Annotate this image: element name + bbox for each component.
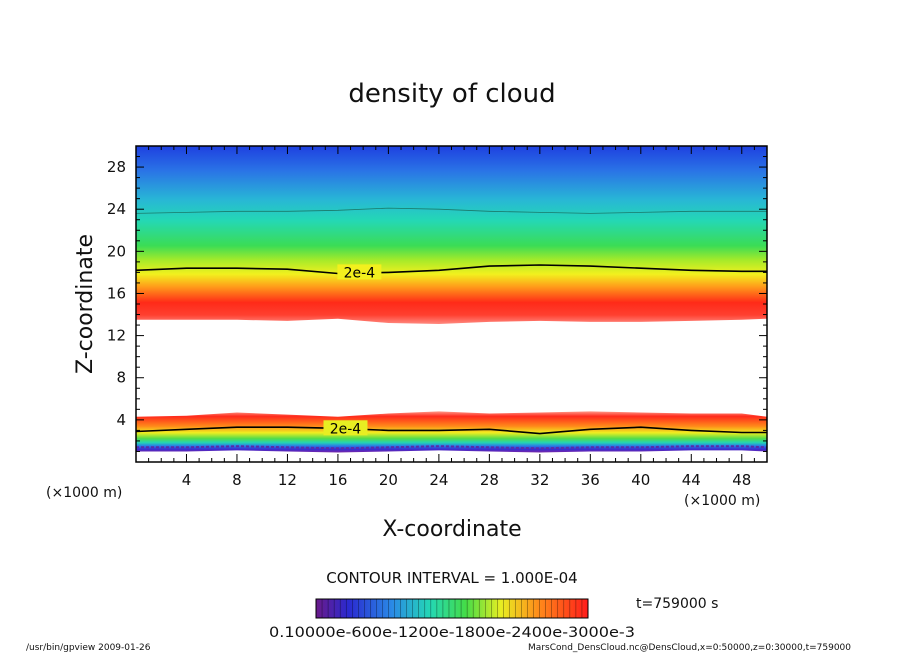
contour-line-lower	[136, 426, 767, 435]
x-tick-label: 24	[429, 471, 448, 489]
y-axis-title: Z-coordinate	[73, 234, 98, 374]
z-unit-label: (×1000 m)	[46, 485, 122, 501]
contour-label-lower: 2e-4	[330, 421, 362, 437]
time-label: t=759000 s	[636, 596, 718, 612]
x-tick-label: 36	[581, 471, 600, 489]
colorbar	[315, 598, 589, 619]
x-tick-label: 48	[732, 471, 751, 489]
colorbar-labels: 0.10000e-600e-1200e-1800e-2400e-3000e-3	[269, 625, 635, 641]
lower-cloud-layer	[136, 411, 767, 453]
x-unit-label: (×1000 m)	[684, 493, 760, 509]
contour-interval-text: CONTOUR INTERVAL = 1.000E-04	[326, 569, 577, 587]
contour-line-upper-top	[136, 207, 767, 214]
y-tick-label: 20	[107, 242, 126, 260]
y-tick-label: 4	[116, 411, 126, 429]
x-tick-label: 32	[530, 471, 549, 489]
x-tick-label: 44	[682, 471, 701, 489]
y-tick-label: 16	[107, 284, 126, 302]
contour-label-upper-bg	[337, 264, 382, 280]
colorbar-fill	[316, 599, 588, 618]
footer-right: MarsCond_DensCloud.nc@DensCloud,x=0:5000…	[528, 643, 851, 653]
contour-label-upper: 2e-4	[344, 265, 376, 281]
footer-left: /usr/bin/gpview 2009-01-26	[26, 643, 151, 653]
y-tick-label: 12	[107, 327, 126, 345]
y-axis: 4 8 12 16 20 24 28	[107, 156, 767, 452]
x-tick-label: 28	[480, 471, 499, 489]
x-axis: 4 8 12 16 20 24 28 32 36 40 44 48	[148, 146, 755, 489]
y-tick-label: 24	[107, 200, 126, 218]
x-axis-title: X-coordinate	[382, 517, 521, 542]
contour-label-lower-bg	[323, 420, 368, 436]
x-tick-label: 40	[631, 471, 650, 489]
x-tick-label: 8	[232, 471, 242, 489]
chart-title: density of cloud	[348, 79, 555, 109]
x-tick-label: 16	[328, 471, 347, 489]
colorbar-stripes	[321, 599, 583, 618]
y-tick-label: 28	[107, 158, 126, 176]
lower-cloud-base-speckle	[136, 445, 767, 450]
x-tick-label: 12	[278, 471, 297, 489]
plot-area	[136, 146, 767, 462]
contour-line-upper	[136, 264, 767, 275]
upper-cloud-layer	[136, 146, 767, 324]
y-tick-label: 8	[116, 369, 126, 387]
x-tick-label: 4	[182, 471, 192, 489]
colorbar-frame	[315, 598, 589, 619]
x-tick-label: 20	[379, 471, 398, 489]
